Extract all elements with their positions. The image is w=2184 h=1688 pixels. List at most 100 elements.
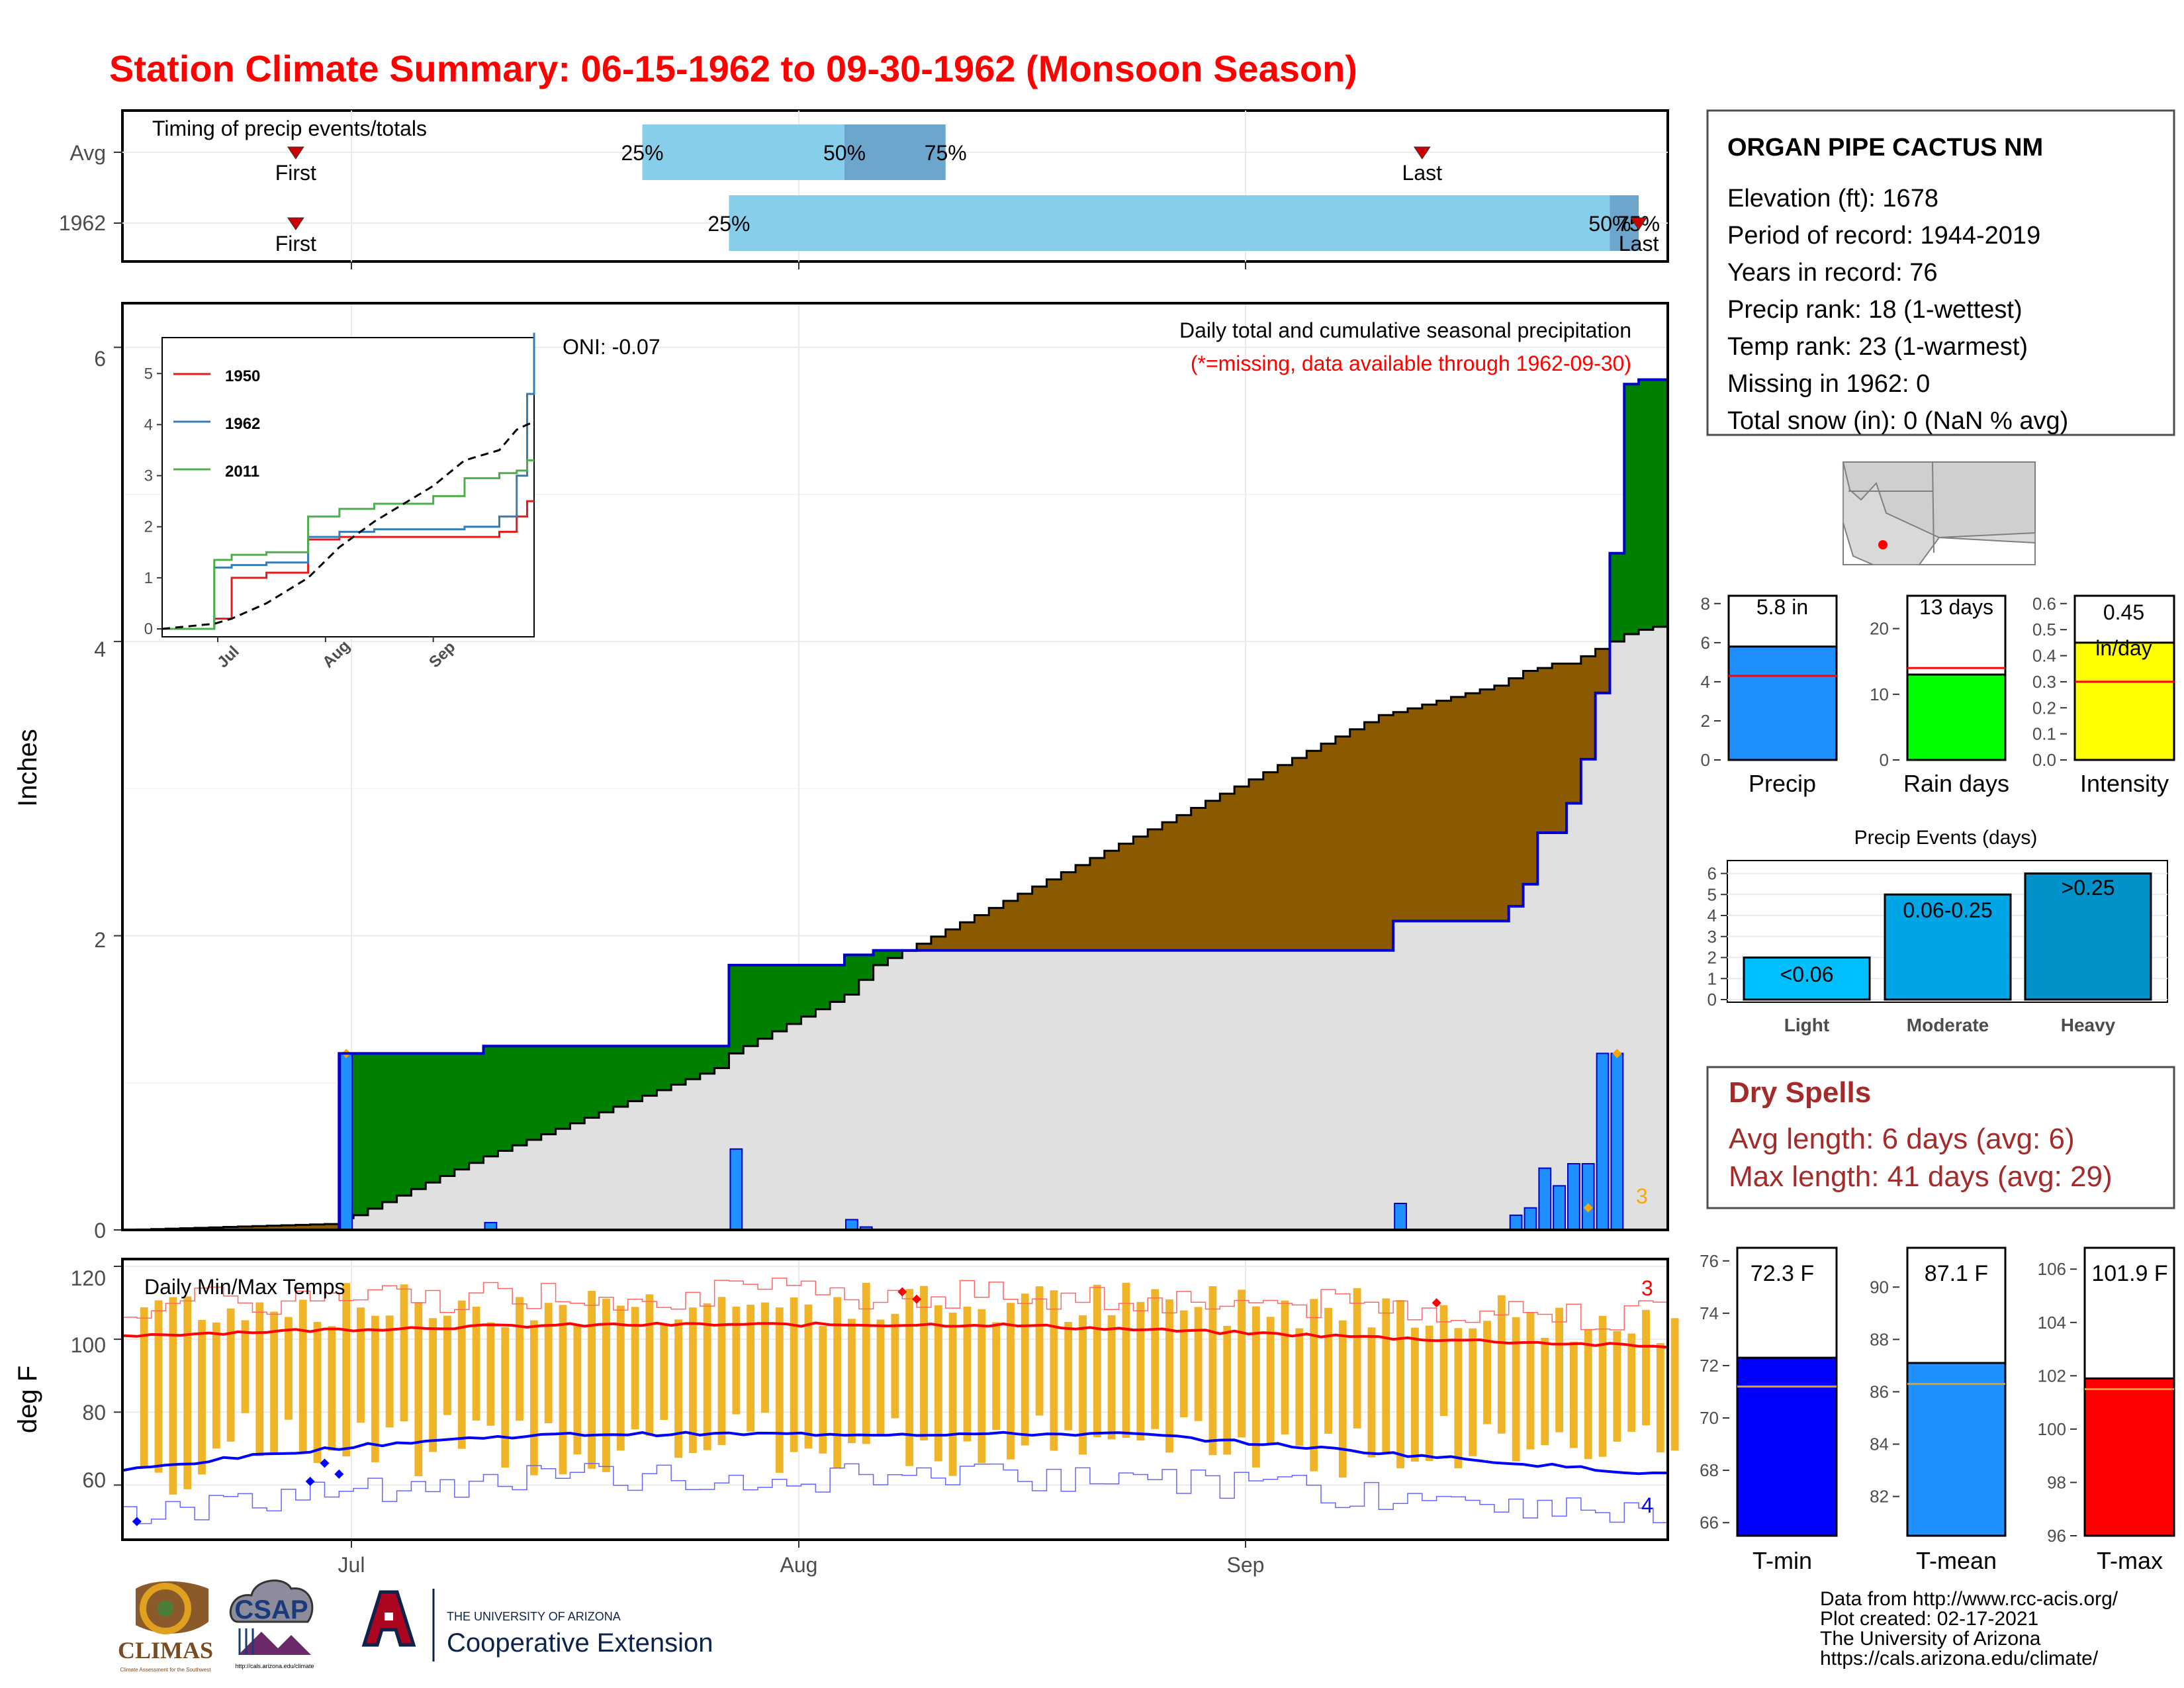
daily-temp-range-bar (616, 1305, 625, 1451)
daily-temp-range-bar (486, 1322, 495, 1426)
below-average-area (1263, 772, 1279, 951)
daily-precip-bar (1553, 1185, 1566, 1231)
raindays-ytick-label: 10 (1870, 684, 1889, 704)
daily-precip-bar (1509, 1214, 1523, 1231)
events-bar-heavy (2024, 872, 2152, 1001)
daily-temp-range-bar (1410, 1327, 1419, 1462)
below-average-area (1349, 729, 1365, 951)
daily-temp-range-bar (212, 1322, 220, 1449)
record-low-marker (334, 1469, 344, 1479)
daily-temp-range-bar (1107, 1315, 1116, 1440)
daily-temp-range-bar (1425, 1325, 1433, 1461)
temp-ytick-80: 80 (82, 1401, 106, 1425)
above-average-area (671, 1046, 686, 1085)
station-box (1706, 109, 2175, 436)
credit-line-2: The University of Arizona (1820, 1628, 2041, 1650)
above-average-area (584, 1046, 600, 1118)
daily-temp-range-bar (544, 1303, 553, 1424)
daily-temp-range-bar (255, 1302, 264, 1456)
record-marker (1612, 1049, 1622, 1058)
daily-temp-range-bar (573, 1325, 582, 1455)
precip-ytick-0: 0 (94, 1219, 106, 1243)
below-average-area (1191, 808, 1206, 951)
station-line-6: Total snow (in): 0 (NaN % avg) (1727, 407, 2068, 435)
daily-temp-range-bar (1598, 1315, 1607, 1457)
temp-title: Daily Min/Max Temps (144, 1275, 345, 1299)
above-average-area (426, 1053, 441, 1183)
tmax-bar-value: 101.9 F (2091, 1261, 2167, 1286)
precip-bar-label: Precip (1749, 770, 1816, 797)
daily-precip-bar (1610, 1053, 1624, 1231)
below-average-area (324, 1224, 340, 1230)
tmax-ytick-label: 98 (2047, 1472, 2066, 1492)
daily-temp-range-bar (400, 1284, 408, 1422)
above-average-area (555, 1046, 571, 1129)
daily-temp-range-bar (588, 1291, 596, 1469)
station-line-2: Years in record: 76 (1727, 259, 1938, 287)
inset-line-1962 (162, 332, 535, 630)
tmean-bar-value: 87.1 F (1925, 1261, 1988, 1286)
daily-precip-bar (1538, 1167, 1552, 1231)
daily-temp-range-bar (876, 1319, 885, 1435)
daily-precip-bar (1596, 1053, 1610, 1231)
above-average-area (786, 965, 802, 1024)
events-label-moderate: 0.06-0.25 (1903, 898, 1992, 922)
daily-temp-range-bar (645, 1294, 654, 1436)
tmin-ytick-label: 68 (1700, 1460, 1719, 1480)
below-average-area (1364, 722, 1379, 951)
daily-temp-range-bar (963, 1306, 972, 1442)
daily-temp-range-bar (1627, 1333, 1636, 1432)
above-average-area (815, 965, 831, 1009)
avg-last-label: Last (1402, 161, 1443, 185)
dry-spells-avg: Avg length: 6 days (avg: 6) (1729, 1123, 2075, 1155)
dry-spells-max: Max length: 41 days (avg: 29) (1729, 1160, 2113, 1193)
csap-wordmark: CSAP (234, 1595, 308, 1624)
daily-temp-range-bar (443, 1315, 451, 1415)
inset-ytick-label: 2 (144, 518, 153, 536)
tmin-ytick-label: 72 (1700, 1356, 1719, 1376)
daily-temp-range-bar (342, 1283, 351, 1457)
above-average-area (642, 1046, 657, 1096)
daily-temp-range-bar (703, 1303, 711, 1450)
above-average-area (758, 965, 773, 1039)
tmin-bar-value: 72.3 F (1751, 1261, 1814, 1286)
temp-panel-frame (121, 1258, 1669, 1541)
avg-pct-label-2: 75% (925, 141, 967, 165)
daily-temp-range-bar (328, 1326, 336, 1451)
tmax-ytick-label: 100 (2038, 1419, 2066, 1439)
precip-ytick-label: 0 (1701, 750, 1710, 770)
below-average-area (1465, 693, 1480, 921)
avg-pct-label-1: 50% (823, 141, 866, 165)
station-info: ORGAN PIPE CACTUS NM Elevation (ft): 167… (1706, 109, 2175, 436)
below-average-area (1248, 779, 1264, 951)
temp-ylabel: deg F (13, 1366, 42, 1433)
below-average-area (1451, 696, 1466, 921)
precip-summary-bars: 0 2 4 6 8 0 10 20 0.0 0.1 0.2 0.3 0.4 0.5 0.6 Precip R… (1701, 594, 2175, 797)
daily-temp-range-bar (1613, 1331, 1621, 1442)
record-high-marker (897, 1287, 907, 1297)
daily-temp-range-bar (298, 1299, 307, 1452)
daily-temp-range-bar (457, 1300, 466, 1449)
daily-temp-range-bar (1338, 1320, 1347, 1478)
daily-temp-range-bar (631, 1307, 639, 1430)
events-ytick-label: 2 (1707, 948, 1717, 968)
tmax-ytick-label: 102 (2038, 1366, 2066, 1385)
events-ytick-label: 0 (1707, 990, 1717, 1009)
events-label-heavy: >0.25 (2062, 876, 2115, 900)
locator-map (1842, 461, 2036, 565)
timing-row-year: 1962 (59, 211, 106, 235)
daily-temp-range-bar (1367, 1327, 1376, 1458)
above-average-area (541, 1046, 557, 1135)
daily-temp-range-bar (1526, 1311, 1535, 1450)
average-cumulative-line (122, 624, 1669, 1231)
above-average-area (844, 955, 860, 995)
below-average-area (1552, 663, 1567, 833)
daily-temp-range-bar (1064, 1322, 1073, 1430)
tmax-bar-label: T-max (2097, 1547, 2163, 1574)
precip-ytick-4: 4 (94, 637, 106, 661)
daily-temp-range-bar (1454, 1328, 1463, 1469)
ua-big-text: Cooperative Extension (447, 1628, 713, 1658)
below-average-area (1436, 700, 1452, 921)
